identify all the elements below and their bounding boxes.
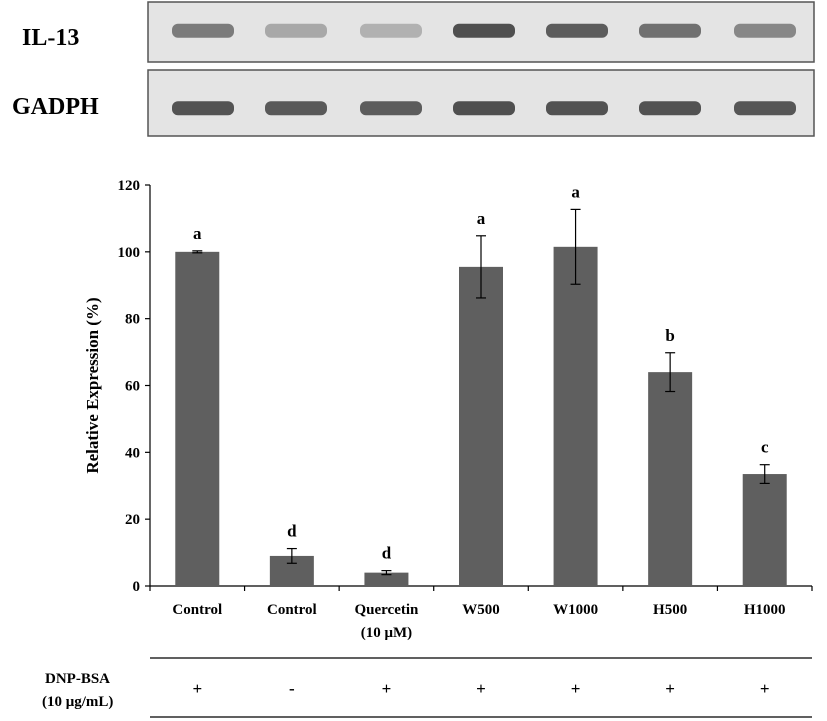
x-tick-label-line2: (10 μM) — [361, 625, 412, 641]
y-tick-label: 80 — [125, 312, 140, 328]
x-tick-label: Control — [267, 602, 317, 618]
significance-letter: d — [287, 522, 297, 541]
treatment-sign: + — [382, 679, 392, 698]
significance-letter: d — [382, 544, 392, 563]
error-bar — [759, 464, 770, 485]
y-tick-label: 20 — [125, 512, 140, 528]
bar — [175, 251, 220, 587]
bar — [553, 246, 598, 586]
treatment-sign: + — [476, 679, 486, 698]
error-bar — [570, 208, 581, 285]
blot-band — [265, 23, 327, 38]
significance-letter: a — [571, 182, 580, 201]
treatment-sign: + — [665, 679, 675, 698]
treatment-table: DNP-BSA (10 μg/mL) + - + + + + + — [42, 657, 812, 718]
blot-band — [453, 101, 515, 116]
significance-letter: a — [477, 209, 486, 228]
blot-label-il13: IL-13 — [22, 25, 79, 51]
blot-band — [546, 23, 608, 38]
blot-band — [546, 101, 608, 116]
blot-band — [360, 23, 422, 38]
treatment-sign: + — [571, 679, 581, 698]
error-bar — [381, 570, 392, 576]
bar — [648, 372, 693, 586]
bar — [459, 266, 503, 586]
significance-letter: a — [193, 224, 202, 243]
blot-band — [172, 101, 234, 116]
error-bar — [476, 235, 486, 299]
bar-chart: Relative Expression (%) 020406080100120 … — [83, 178, 813, 641]
y-tick-label: 120 — [118, 178, 141, 194]
y-tick-label: 100 — [118, 245, 141, 261]
treatment-label-line2: (10 μg/mL) — [42, 694, 113, 710]
western-blot-panel: IL-13 GADPH — [12, 1, 815, 137]
blot-band — [734, 23, 796, 38]
error-bar — [286, 547, 297, 564]
error-bar — [192, 250, 203, 254]
treatment-sign: + — [192, 679, 202, 698]
x-tick-label: W1000 — [553, 602, 598, 618]
y-tick-label: 40 — [125, 445, 140, 461]
significance-letter: b — [665, 326, 674, 345]
blot-band — [639, 101, 701, 116]
treatment-label-line1: DNP-BSA — [45, 671, 110, 687]
blot-band — [360, 101, 422, 116]
treatment-sign: - — [289, 679, 295, 698]
significance-letter: c — [761, 438, 769, 457]
bar — [364, 572, 409, 586]
y-axis-label: Relative Expression (%) — [83, 297, 102, 473]
blot-label-gadph: GADPH — [12, 94, 99, 120]
x-tick-label: Quercetin — [354, 602, 419, 618]
x-tick-label: H500 — [653, 602, 687, 618]
blot-band — [734, 101, 796, 116]
blot-band — [639, 23, 701, 38]
blot-band — [453, 23, 515, 38]
y-tick-label: 0 — [133, 579, 141, 595]
x-tick-label: Control — [172, 602, 222, 618]
bar — [742, 474, 787, 586]
x-tick-label: H1000 — [744, 602, 786, 618]
blot-band — [172, 23, 234, 38]
error-bar — [665, 352, 676, 393]
blot-band — [265, 101, 327, 116]
x-tick-label: W500 — [462, 602, 500, 618]
y-tick-label: 60 — [125, 379, 140, 395]
treatment-sign: + — [760, 679, 770, 698]
